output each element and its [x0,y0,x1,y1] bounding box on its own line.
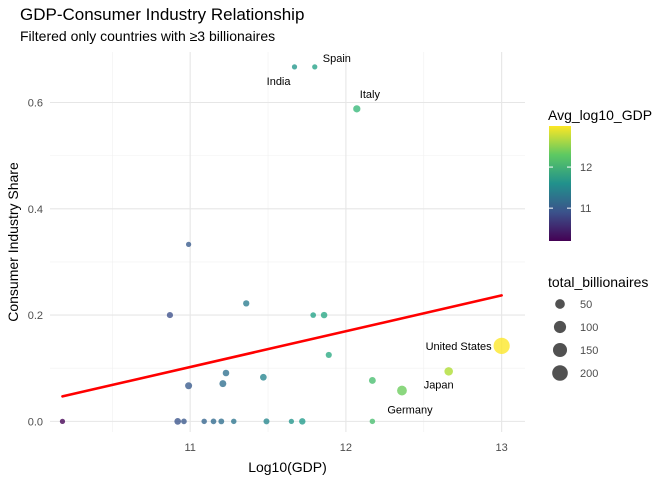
x-tick-label: 13 [496,442,508,454]
point-label: United States [426,341,493,353]
data-point [201,418,207,425]
size-legend-key [552,342,568,358]
data-point [243,300,250,307]
data-point [174,418,182,425]
color-legend-label: 12 [580,162,592,174]
size-legend-key [555,299,565,309]
trend-line [61,294,503,398]
data-point [299,418,306,425]
point-label: Japan [424,379,454,391]
chart-title: GDP-Consumer Industry Relationship [20,5,305,24]
x-axis-title: Log10(GDP) [248,459,327,475]
y-tick-label: 0.4 [28,204,43,216]
data-point [368,377,376,384]
color-legend-bar [549,126,571,241]
data-point [397,385,407,396]
x-tick-label: 11 [184,442,195,454]
data-point [263,418,270,425]
size-legend-title: total_billionaires [548,274,648,290]
data-point [222,369,230,377]
size-legend-key [553,320,567,334]
x-tick-label: 12 [340,442,352,454]
data-point [210,418,217,425]
data-point [219,380,227,388]
size-legend-label: 50 [580,299,592,311]
y-tick-label: 0.6 [28,97,43,109]
y-axis-title: Consumer Industry Share [5,162,21,322]
data-point [312,64,318,70]
color-legend-title: Avg_log10_GDP [548,107,652,123]
chart-subtitle: Filtered only countries with ≥3 billiona… [20,28,276,44]
y-tick-label: 0.2 [28,310,43,322]
size-legend-label: 150 [580,345,598,357]
data-point [288,418,295,424]
data-point [353,105,361,113]
data-point [444,367,453,376]
size-legend-key [552,365,568,381]
data-point [493,337,510,355]
y-tick-label: 0.0 [28,416,43,428]
data-point [369,418,376,425]
point-label: India [267,76,292,88]
data-point [320,311,328,319]
data-point [218,418,225,425]
data-point [310,312,317,318]
data-point [59,418,66,424]
color-legend-label: 11 [580,203,591,215]
size-legend-label: 100 [580,322,598,334]
data-point [181,418,187,425]
data-point [166,311,174,319]
data-point [231,418,237,425]
data-point [185,382,193,390]
data-point [325,351,332,359]
data-point [185,241,192,248]
point-label: Spain [323,53,351,65]
point-label: Germany [387,405,433,417]
point-label: Italy [360,89,381,101]
data-point [260,373,267,381]
data-point [291,64,298,70]
size-legend-label: 200 [580,368,598,380]
